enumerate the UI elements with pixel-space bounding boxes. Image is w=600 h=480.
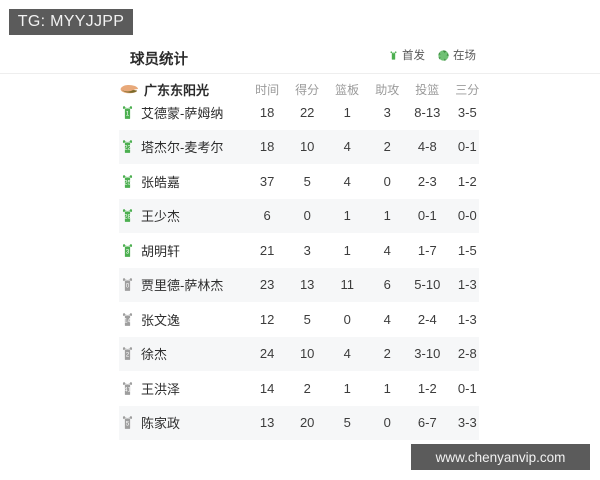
svg-text:41: 41 (124, 386, 132, 393)
svg-text:28: 28 (124, 214, 132, 221)
svg-text:1: 1 (126, 110, 130, 117)
svg-text:25: 25 (124, 179, 132, 186)
svg-text:3: 3 (126, 248, 130, 255)
svg-text:0: 0 (126, 283, 130, 290)
svg-text:22: 22 (124, 145, 132, 152)
svg-text:14: 14 (124, 317, 132, 324)
svg-text:5: 5 (126, 421, 130, 428)
svg-text:2: 2 (126, 352, 130, 359)
